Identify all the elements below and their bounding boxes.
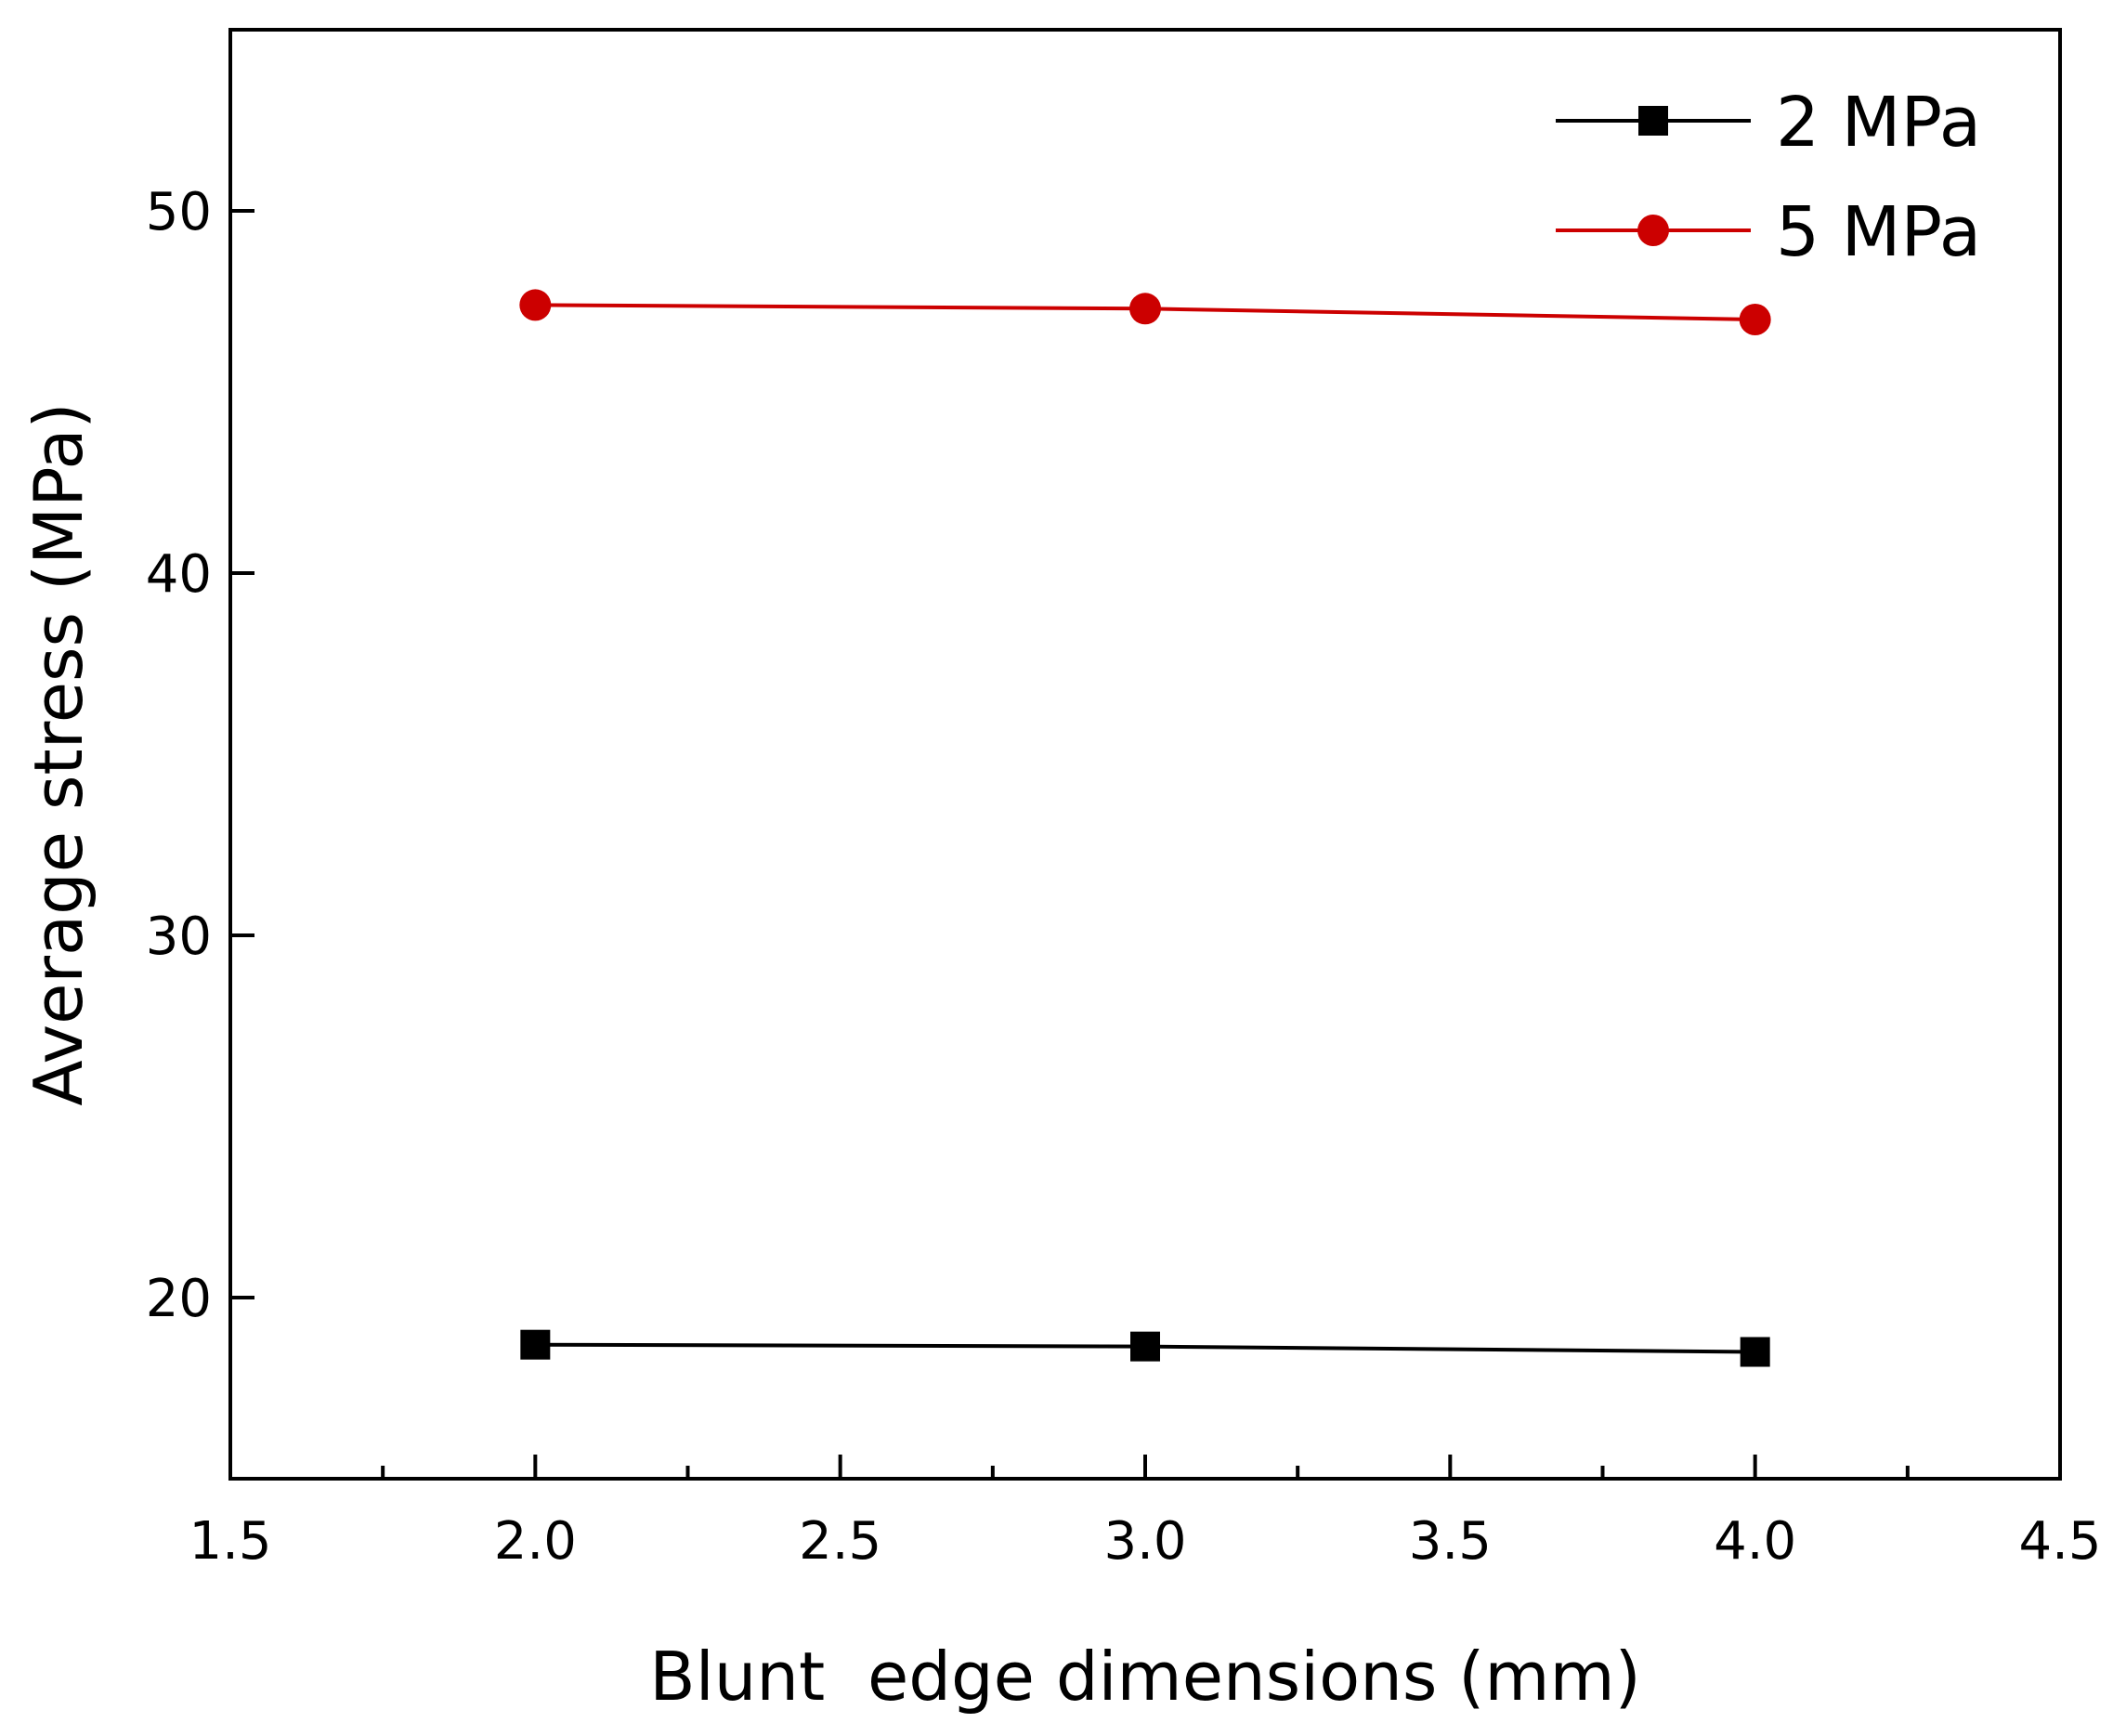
y-tick-label: 50 xyxy=(146,182,212,242)
data-point xyxy=(520,1329,551,1360)
x-tick-label: 2.5 xyxy=(799,1511,881,1572)
legend-marker xyxy=(1638,106,1668,136)
data-point xyxy=(1739,304,1771,335)
y-axis-ticks: 20 30 40 50 xyxy=(146,182,254,1329)
x-tick-label: 1.5 xyxy=(189,1511,271,1572)
x-tick-label: 3.0 xyxy=(1103,1511,1186,1572)
y-tick-label: 20 xyxy=(146,1269,212,1329)
y-axis-title: Average stress (MPa) xyxy=(20,402,98,1105)
legend-marker xyxy=(1637,215,1669,246)
x-axis-title: Blunt edge dimensions (mm) xyxy=(649,1638,1640,1716)
legend: 2 MPa 5 MPa xyxy=(1556,83,1981,272)
legend-label: 2 MPa xyxy=(1776,83,1981,163)
x-tick-label: 4.0 xyxy=(1714,1511,1796,1572)
x-tick-label: 2.0 xyxy=(494,1511,577,1572)
x-tick-label: 4.5 xyxy=(2018,1511,2101,1572)
data-point xyxy=(1130,1331,1160,1362)
y-tick-label: 30 xyxy=(146,907,212,967)
data-point xyxy=(519,289,552,321)
legend-label: 5 MPa xyxy=(1776,192,1981,272)
y-tick-label: 40 xyxy=(146,544,212,605)
x-tick-label: 3.5 xyxy=(1409,1511,1492,1572)
x-axis-ticks: 1.5 2.0 2.5 3.0 3.5 4.0 4.5 xyxy=(189,1455,2102,1572)
data-point xyxy=(1740,1337,1770,1367)
data-point xyxy=(1129,293,1161,325)
series-layer xyxy=(519,289,1771,1367)
